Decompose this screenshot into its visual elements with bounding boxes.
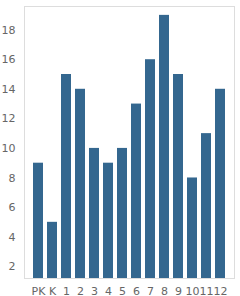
svg-text:4: 4	[9, 231, 16, 244]
svg-text:7: 7	[147, 285, 154, 296]
svg-text:8: 8	[161, 285, 168, 296]
svg-text:9: 9	[175, 285, 182, 296]
svg-text:18: 18	[2, 24, 16, 37]
svg-text:11: 11	[200, 285, 214, 296]
svg-text:PK: PK	[32, 285, 47, 296]
svg-text:1: 1	[63, 285, 70, 296]
svg-text:16: 16	[2, 53, 16, 66]
svg-text:3: 3	[91, 285, 98, 296]
svg-text:12: 12	[214, 285, 228, 296]
svg-text:12: 12	[2, 112, 16, 125]
svg-text:5: 5	[119, 285, 126, 296]
svg-text:2: 2	[77, 285, 84, 296]
svg-text:10: 10	[2, 142, 16, 155]
svg-text:10: 10	[186, 285, 200, 296]
svg-text:2: 2	[9, 260, 16, 273]
svg-text:14: 14	[2, 83, 16, 96]
svg-text:K: K	[49, 285, 57, 296]
svg-text:8: 8	[9, 171, 16, 184]
svg-text:6: 6	[9, 201, 16, 214]
svg-text:4: 4	[105, 285, 112, 296]
svg-text:6: 6	[133, 285, 140, 296]
